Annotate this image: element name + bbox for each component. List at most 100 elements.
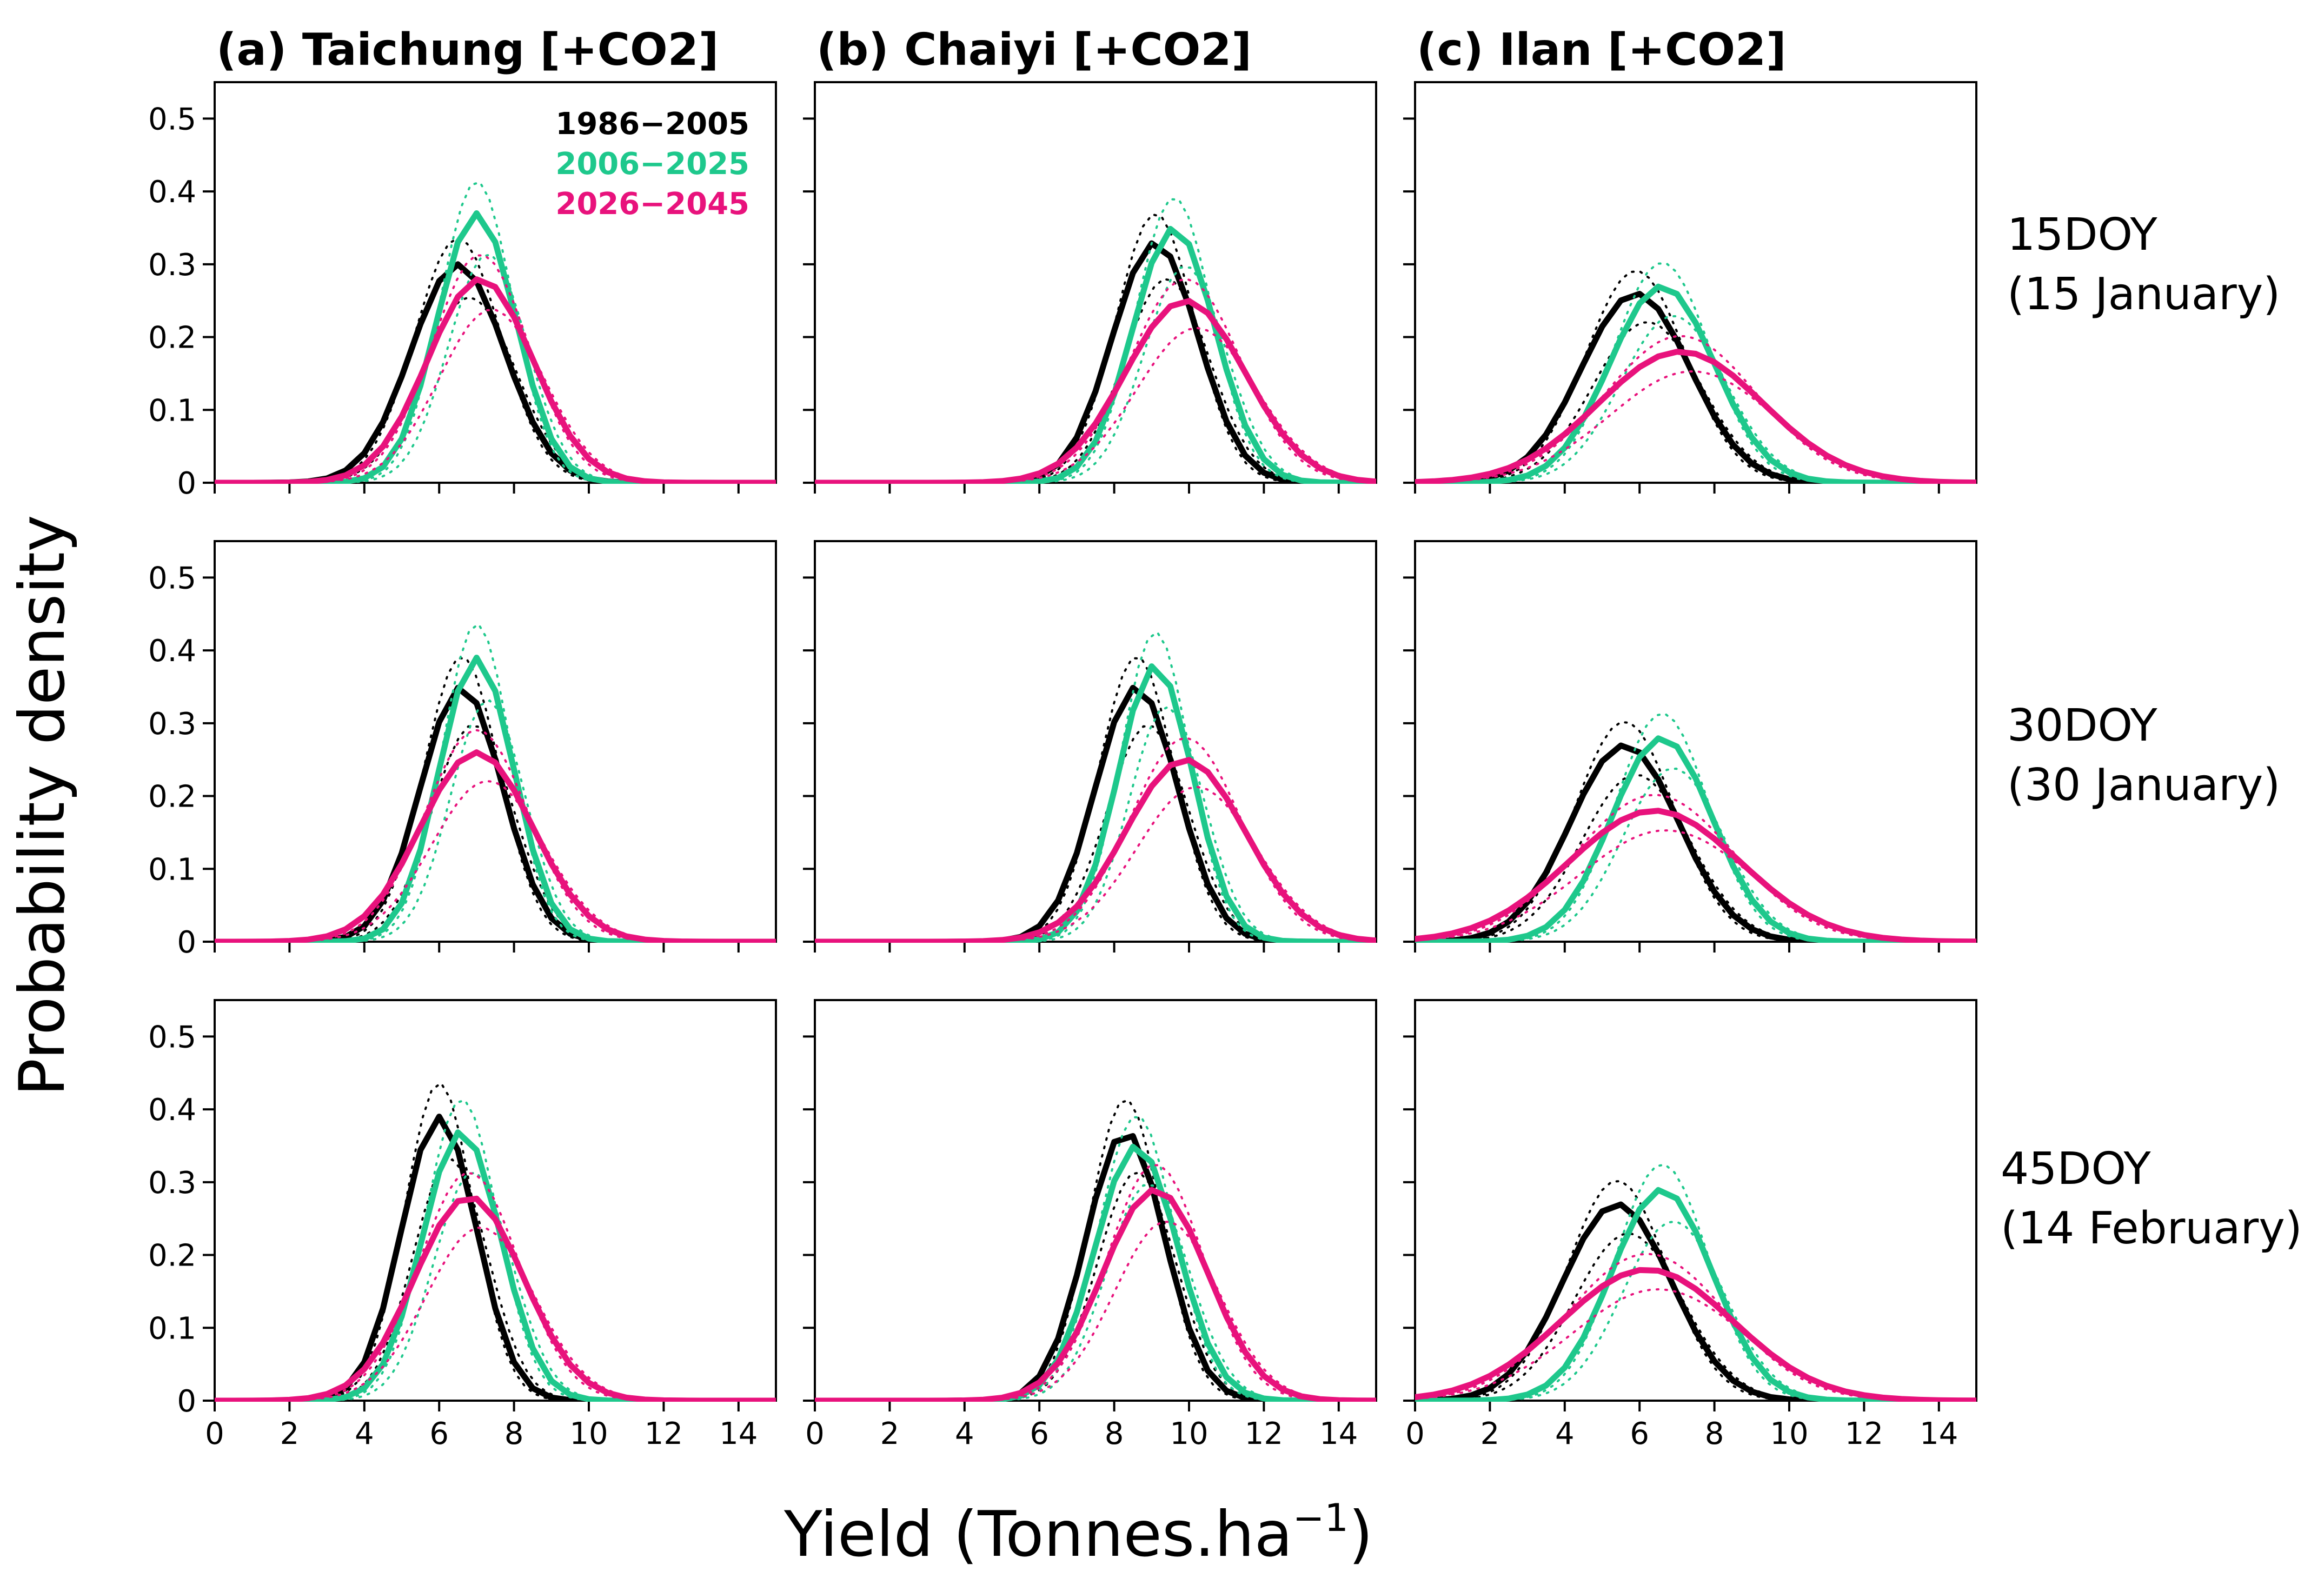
y-tick-label: 0.5 (148, 1020, 196, 1055)
panel-ilan-30doy-series-1-lower-bound (1425, 774, 1858, 943)
y-tick-label: 0.1 (148, 1311, 196, 1346)
panel-taichung-30doy-series-3 (215, 728, 776, 943)
panel-taichung-15doy-series-2-lower-bound (322, 253, 652, 484)
y-tick-label: 0.5 (148, 561, 196, 596)
row-label-45doy: 45DOY (2001, 1143, 2152, 1195)
panel-taichung-45doy-series-3-upper-bound (240, 1171, 692, 1402)
x-axis-label-main: Yield (Tonnes.ha (783, 1498, 1293, 1571)
x-tick-label: 4 (955, 1416, 974, 1451)
panels-group: 00.10.20.30.40.500.10.20.30.40.500.10.20… (148, 81, 1977, 1451)
panel-taichung-45doy-series-2-line (215, 1129, 776, 1402)
legend-entry-2006-2025: 2006−2025 (555, 146, 749, 182)
panel-taichung-30doy-series-2-upper-bound (318, 622, 629, 943)
panel-taichung-45doy-series-1-upper-bound (281, 1081, 592, 1402)
panel-chaiyi-45doy: 0 2 4 6 8 10 12 14 (803, 999, 1377, 1451)
panel-chaiyi-30doy (803, 540, 1377, 953)
row-label-30doy-date: (30 January) (2007, 760, 2280, 811)
panel-taichung-15doy-series-3-line (215, 276, 776, 484)
panel-ilan-30doy-series-1 (1415, 721, 1976, 943)
panel-taichung-45doy-series-1 (215, 1081, 776, 1402)
panel-taichung-45doy-frame (214, 999, 777, 1402)
column-title-chaiyi: (b) Chaiyi [+CO2] (816, 24, 1252, 76)
panel-ilan-15doy-frame (1414, 81, 1977, 484)
panel-ilan-15doy-series-3-upper-bound (1415, 335, 1976, 484)
panel-chaiyi-45doy-series-1-line (815, 1133, 1376, 1402)
panel-chaiyi-45doy-series-2-lower-bound (974, 1184, 1313, 1402)
y-tick-label: 0 (177, 466, 196, 501)
x-tick-label: 14 (1319, 1416, 1358, 1451)
panel-ilan-45doy-series-3-lower-bound (1425, 1288, 1976, 1402)
x-tick-label: 0 (805, 1416, 825, 1451)
panel-chaiyi-45doy-series-3-upper-bound (934, 1164, 1376, 1402)
x-tick-label: 8 (1105, 1416, 1124, 1451)
x-tick-label: 8 (504, 1416, 524, 1451)
x-tick-label: 0 (205, 1416, 224, 1451)
panel-chaiyi-15doy-series-3-line (815, 298, 1376, 484)
panel-taichung-15doy-series-1 (215, 236, 776, 484)
x-tick-label: 6 (1630, 1416, 1649, 1451)
panel-taichung-15doy-series-2-upper-bound (310, 181, 640, 484)
panel-chaiyi-45doy-series-3-line (815, 1187, 1376, 1402)
x-tick-label: 10 (1770, 1416, 1808, 1451)
panel-chaiyi-45doy-series-2 (815, 1116, 1376, 1402)
x-tick-label: 2 (280, 1416, 300, 1451)
panel-chaiyi-15doy (803, 81, 1377, 494)
panel-ilan-45doy-series-3-upper-bound (1415, 1253, 1976, 1402)
panel-taichung-30doy: 0 0.1 0.2 0.3 0.4 0.5 (148, 540, 777, 960)
y-axis-label: Probability density (6, 515, 79, 1096)
panel-taichung-15doy-series-1-upper-bound (260, 236, 656, 484)
x-tick-label: 4 (355, 1416, 374, 1451)
panel-chaiyi-30doy-series-3 (815, 736, 1376, 943)
panel-chaiyi-45doy-series-3 (815, 1164, 1376, 1402)
panel-taichung-15doy-series-3 (215, 254, 776, 484)
y-tick-label: 0.2 (148, 321, 196, 356)
panel-taichung-30doy-series-2 (215, 622, 776, 943)
panel-chaiyi-45doy-series-3-lower-bound (945, 1221, 1376, 1402)
x-tick-label: 6 (1030, 1416, 1049, 1451)
panel-ilan-45doy-series-2 (1415, 1163, 1976, 1402)
y-tick-label: 0.1 (148, 852, 196, 887)
panel-chaiyi-15doy-series-1-upper-bound (973, 213, 1331, 484)
panel-ilan-45doy-series-3 (1415, 1253, 1976, 1402)
panel-chaiyi-45doy-frame (814, 999, 1377, 1402)
panel-chaiyi-30doy-series-3-line (815, 757, 1376, 943)
panel-taichung-45doy-series-2 (215, 1098, 776, 1402)
panel-chaiyi-30doy-series-2-upper-bound (997, 630, 1308, 943)
y-tick-label: 0.2 (148, 1238, 196, 1274)
panel-chaiyi-45doy-series-2-line (815, 1143, 1376, 1402)
row-label-15doy-date: (15 January) (2007, 269, 2280, 320)
y-tick-label: 0.4 (148, 1093, 196, 1128)
panel-ilan-30doy-frame (1414, 540, 1977, 943)
panel-ilan-15doy-series-2-line (1415, 283, 1976, 484)
panel-ilan-30doy (1403, 540, 1977, 953)
panel-taichung-30doy-series-1-lower-bound (298, 725, 638, 943)
panel-taichung-45doy-series-3-lower-bound (251, 1226, 703, 1402)
panel-chaiyi-30doy-frame (814, 540, 1377, 943)
panel-chaiyi-30doy-series-3-upper-bound (933, 736, 1375, 943)
panel-ilan-30doy-series-1-upper-bound (1415, 721, 1847, 943)
panel-ilan-30doy-series-3 (1415, 794, 1976, 943)
panel-chaiyi-30doy-series-1-lower-bound (974, 725, 1313, 943)
x-tick-label: 14 (719, 1416, 758, 1451)
panel-chaiyi-15doy-series-3-lower-bound (944, 327, 1376, 484)
panel-ilan-15doy-series-1-lower-bound (1425, 321, 1867, 484)
panel-ilan-15doy-series-1 (1415, 270, 1976, 484)
panel-ilan-15doy-series-3-line (1415, 349, 1976, 484)
panel-taichung-15doy-series-1-line (215, 261, 776, 484)
panel-taichung-15doy-frame (214, 81, 777, 484)
x-tick-label: 12 (645, 1416, 683, 1451)
y-tick-label: 0.1 (148, 393, 196, 428)
x-tick-label: 12 (1845, 1416, 1883, 1451)
y-tick-label: 0.3 (148, 248, 196, 283)
panel-taichung-30doy-series-3-lower-bound (251, 780, 721, 943)
panel-taichung-15doy: 0 0.1 0.2 0.3 0.4 0.5 (148, 81, 777, 501)
panel-taichung-30doy-series-2-line (215, 655, 776, 943)
panel-taichung-45doy-series-1-line (215, 1114, 776, 1402)
column-title-ilan: (c) Ilan [+CO2] (1417, 24, 1787, 76)
row-label-15doy: 15DOY (2007, 209, 2158, 261)
panel-taichung-45doy-series-3-line (215, 1195, 776, 1402)
y-tick-label: 0.3 (148, 707, 196, 742)
x-tick-label: 2 (1480, 1416, 1500, 1451)
row-label-45doy-date: (14 February) (2001, 1203, 2302, 1254)
